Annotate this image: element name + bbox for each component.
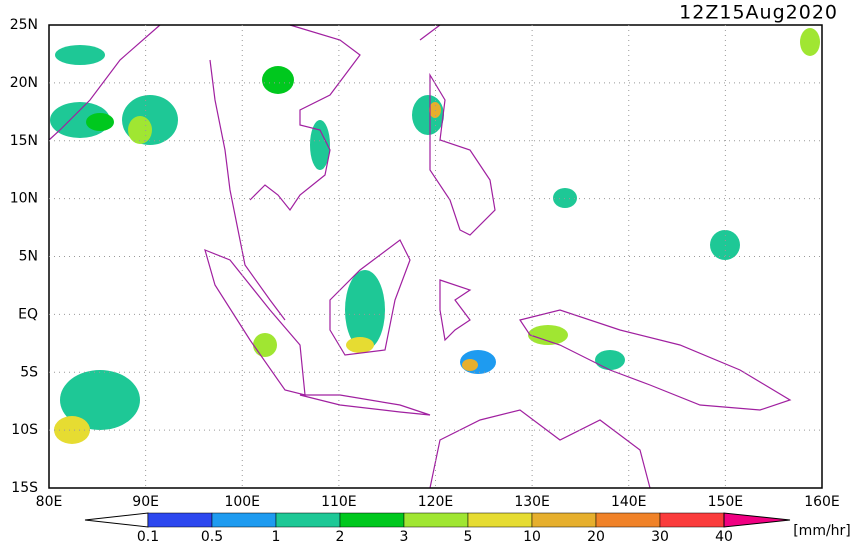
colorbar-box (467, 512, 533, 528)
rain-cell (462, 359, 478, 371)
colorbar-extend-low (84, 512, 149, 528)
coastline (429, 72, 496, 236)
rain-cell (553, 188, 577, 208)
rain-cell (262, 66, 294, 94)
rain-cell (346, 337, 374, 353)
colorbar-label: 5 (464, 529, 473, 544)
colorbar-box (147, 512, 213, 528)
colorbar-label: 10 (523, 529, 541, 544)
rain-cell (595, 350, 625, 370)
map-title: 12Z15Aug2020 (679, 2, 838, 24)
colorbar-label: 40 (715, 529, 733, 544)
colorbar-box (595, 512, 661, 528)
coastline (209, 59, 286, 321)
coastline (48, 24, 161, 141)
coastline (419, 24, 441, 41)
rain-cell (253, 333, 277, 357)
colorbar-label: 20 (587, 529, 605, 544)
colorbar-box (659, 512, 725, 528)
lon-label: 130E (514, 494, 550, 510)
rain-cell (528, 325, 568, 345)
lat-label: 10S (11, 422, 38, 438)
lat-label: 15N (10, 133, 38, 149)
rain-cell (800, 28, 820, 56)
lon-label: 90E (132, 494, 159, 510)
rain-cell (54, 416, 90, 444)
colorbar-label: 30 (651, 529, 669, 544)
lon-label: 110E (321, 494, 357, 510)
coastlines (48, 24, 792, 489)
coastline (299, 394, 431, 416)
colorbar-box (211, 512, 277, 528)
coastline (519, 309, 792, 411)
lon-label: 120E (418, 494, 454, 510)
rain-cell (86, 113, 114, 131)
coastline (329, 239, 411, 356)
colorbar-label: 3 (400, 529, 409, 544)
colorbar-label: 0.1 (137, 529, 159, 544)
lon-label: 100E (224, 494, 260, 510)
lat-label: 5S (20, 364, 38, 380)
coastline (204, 248, 306, 396)
colorbar-box (531, 512, 597, 528)
lat-label: EQ (18, 306, 38, 322)
lon-label: 140E (611, 494, 647, 510)
colorbar-box (403, 512, 469, 528)
lat-label: 10N (10, 191, 38, 207)
lon-label: 80E (36, 494, 63, 510)
colorbar-box (339, 512, 405, 528)
colorbar-extend-high (723, 512, 791, 528)
coastline (429, 409, 651, 489)
rain-cell (128, 116, 152, 144)
lat-label: 5N (19, 249, 38, 265)
colorbar-label: 0.5 (201, 529, 223, 544)
colorbar-unit: [mm/hr] (793, 523, 851, 539)
lat-label: 20N (10, 75, 38, 91)
rain-cell (345, 270, 385, 350)
rain-cell (60, 370, 140, 430)
colorbar-label: 2 (336, 529, 345, 544)
lat-label: 25N (10, 17, 38, 33)
rain-cell (310, 120, 330, 170)
lon-label: 150E (708, 494, 744, 510)
colorbar-label: 1 (272, 529, 281, 544)
rain-cell (55, 45, 105, 65)
coastline (439, 279, 472, 342)
lon-label: 160E (804, 494, 840, 510)
lat-label: 15S (11, 480, 38, 496)
coastline (249, 24, 361, 212)
colorbar-box (275, 512, 341, 528)
